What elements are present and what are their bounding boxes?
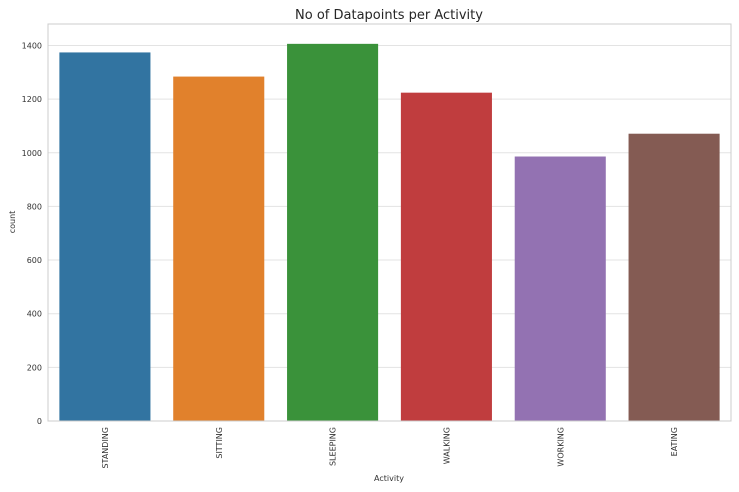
y-tick-label: 600 bbox=[27, 256, 42, 265]
y-tick-label: 800 bbox=[27, 202, 42, 211]
y-tick-labels: 0 200 400 600 800 1000 1200 1400 bbox=[22, 41, 42, 426]
x-tick-label: SITTING bbox=[215, 427, 224, 459]
bar-eating bbox=[628, 133, 720, 421]
chart-title: No of Datapoints per Activity bbox=[295, 8, 483, 23]
gridlines bbox=[48, 44, 731, 368]
bar-working bbox=[514, 156, 606, 422]
bar-sleeping bbox=[287, 43, 379, 421]
y-tick-label: 1200 bbox=[22, 95, 42, 104]
y-tick-label: 400 bbox=[27, 310, 42, 319]
bar-walking bbox=[400, 92, 492, 421]
y-axis-label: count bbox=[8, 211, 17, 234]
x-tick-label: EATING bbox=[670, 427, 679, 456]
x-tick-label: STANDING bbox=[101, 427, 110, 469]
y-tick-label: 0 bbox=[37, 417, 42, 426]
y-tick-label: 1400 bbox=[22, 41, 42, 50]
y-tick-label: 1000 bbox=[22, 149, 42, 158]
x-tick-label: WALKING bbox=[442, 427, 451, 464]
y-tick-label: 200 bbox=[27, 363, 42, 372]
x-tick-label: WORKING bbox=[556, 427, 565, 467]
plot-frame bbox=[47, 23, 732, 422]
bar-standing bbox=[59, 52, 151, 422]
x-tick-labels: STANDING SITTING SLEEPING WALKING WORKING EAT… bbox=[101, 427, 679, 469]
bars bbox=[59, 43, 720, 422]
x-axis-label: Activity bbox=[374, 474, 404, 483]
x-tick-label: SLEEPING bbox=[329, 427, 338, 466]
bar-sitting bbox=[173, 76, 265, 421]
